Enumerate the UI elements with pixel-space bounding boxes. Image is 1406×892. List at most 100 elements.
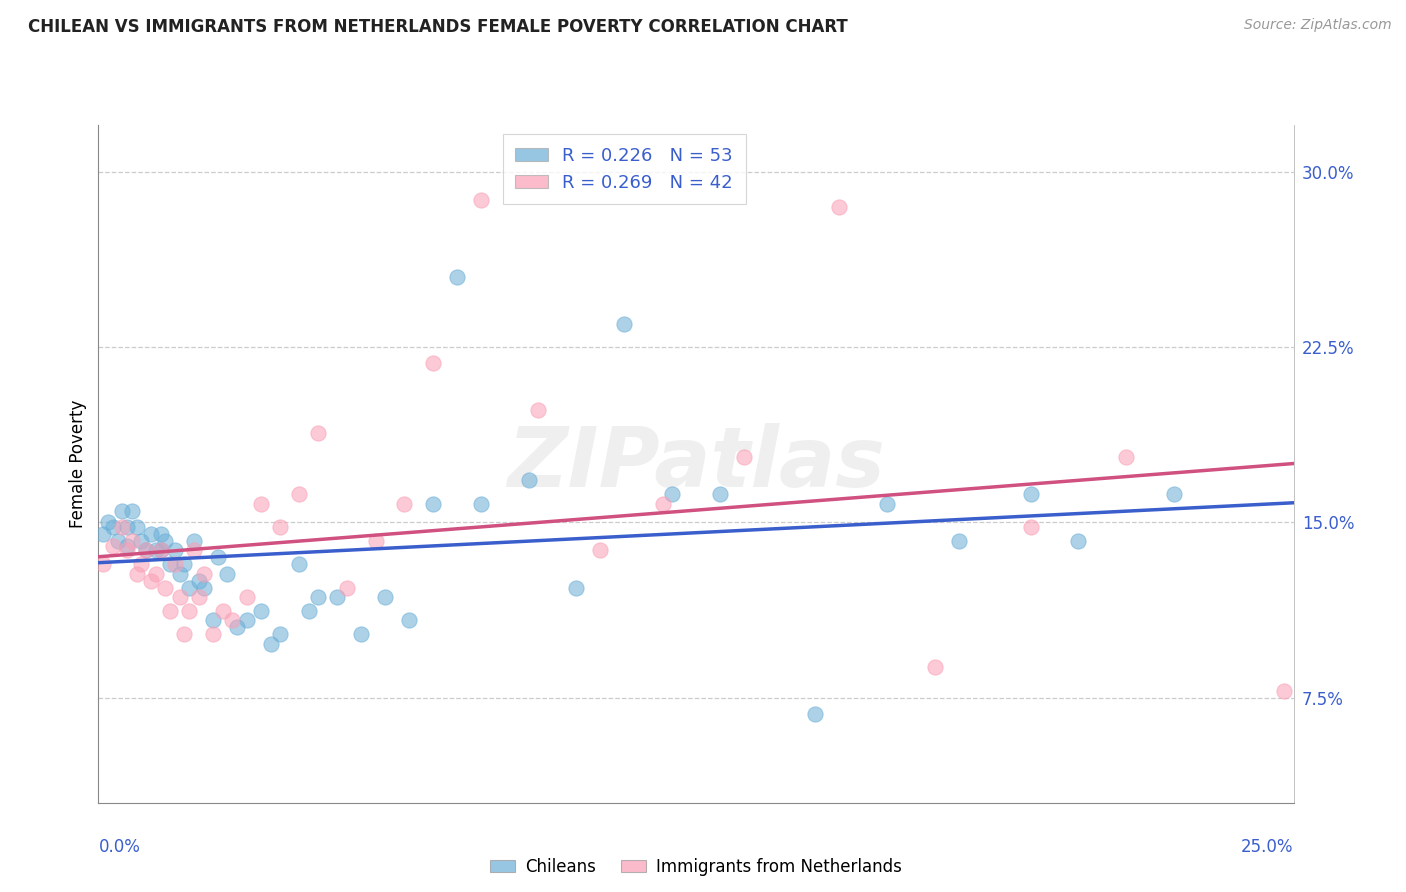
Text: CHILEAN VS IMMIGRANTS FROM NETHERLANDS FEMALE POVERTY CORRELATION CHART: CHILEAN VS IMMIGRANTS FROM NETHERLANDS F… (28, 18, 848, 36)
Point (398, 614, 420, 628)
Point (173, 558, 195, 572)
Point (121, 533, 143, 548)
Point (91, 527, 114, 541)
Point (202, 627, 225, 641)
Point (235, 614, 257, 628)
Point (179, 581, 201, 595)
Point (307, 590, 329, 604)
Point (651, 497, 673, 511)
Point (269, 627, 291, 641)
Point (307, 426, 329, 441)
Point (121, 503, 143, 517)
Point (155, 581, 177, 595)
Point (107, 533, 129, 548)
Point (1067, 533, 1090, 548)
Point (139, 574, 162, 588)
Point (1115, 450, 1137, 464)
Point (250, 604, 273, 618)
Point (527, 403, 550, 417)
Point (269, 520, 291, 534)
Point (115, 543, 138, 558)
Point (163, 558, 186, 572)
Text: ZIPatlas: ZIPatlas (508, 424, 884, 504)
Point (394, 497, 416, 511)
Point (924, 660, 946, 674)
Point (155, 533, 177, 548)
Point (250, 497, 273, 511)
Point (336, 581, 359, 595)
Point (288, 487, 311, 501)
Y-axis label: Female Poverty: Female Poverty (69, 400, 87, 528)
Point (169, 590, 191, 604)
Point (183, 533, 205, 548)
Point (226, 620, 249, 634)
Point (1019, 487, 1042, 501)
Point (1019, 520, 1042, 534)
Point (131, 558, 153, 572)
Point (350, 627, 373, 641)
Point (613, 317, 636, 331)
Point (173, 627, 195, 641)
Point (125, 566, 148, 581)
Point (145, 543, 167, 558)
Point (125, 520, 148, 534)
Point (101, 539, 124, 553)
Text: Source: ZipAtlas.com: Source: ZipAtlas.com (1244, 18, 1392, 32)
Point (179, 604, 201, 618)
Point (259, 637, 281, 651)
Point (422, 356, 444, 370)
Point (470, 193, 492, 207)
Point (187, 590, 209, 604)
Point (235, 590, 257, 604)
Point (211, 604, 233, 618)
Point (183, 543, 205, 558)
Point (101, 520, 124, 534)
Point (169, 566, 191, 581)
Point (804, 706, 827, 721)
Point (159, 604, 181, 618)
Point (1272, 683, 1295, 698)
Point (565, 581, 588, 595)
Point (828, 200, 851, 214)
Point (115, 539, 138, 553)
Point (131, 533, 153, 548)
Point (97, 516, 120, 530)
Point (115, 520, 138, 534)
Point (1163, 487, 1185, 501)
Point (326, 590, 349, 604)
Point (589, 543, 612, 558)
Point (149, 543, 172, 558)
Point (193, 566, 215, 581)
Point (470, 497, 492, 511)
Point (111, 503, 134, 517)
Point (217, 566, 239, 581)
Point (709, 487, 731, 501)
Point (187, 574, 209, 588)
Point (159, 558, 181, 572)
Point (135, 543, 157, 558)
Text: 0.0%: 0.0% (98, 838, 141, 856)
Point (202, 614, 225, 628)
Point (207, 550, 229, 565)
Point (517, 473, 540, 487)
Point (221, 614, 243, 628)
Point (139, 527, 162, 541)
Point (91, 558, 114, 572)
Point (111, 520, 134, 534)
Point (145, 566, 167, 581)
Point (364, 533, 387, 548)
Point (948, 533, 970, 548)
Point (149, 527, 172, 541)
Point (163, 543, 186, 558)
Point (733, 450, 755, 464)
Text: 25.0%: 25.0% (1241, 838, 1294, 856)
Point (661, 487, 683, 501)
Point (298, 604, 321, 618)
Legend: Chileans, Immigrants from Netherlands: Chileans, Immigrants from Netherlands (484, 851, 908, 882)
Point (876, 497, 898, 511)
Point (374, 590, 396, 604)
Point (149, 543, 172, 558)
Point (135, 543, 157, 558)
Point (422, 497, 444, 511)
Point (288, 558, 311, 572)
